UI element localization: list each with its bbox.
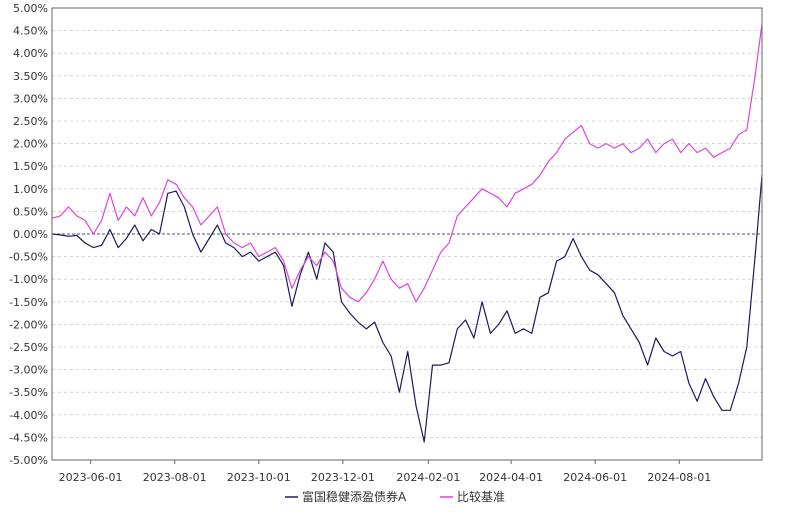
- fund-series-line: [51, 175, 763, 443]
- y-tick-label: 3.50%: [13, 70, 48, 83]
- x-tick-label: 2023-08-01: [143, 471, 207, 484]
- y-tick-label: 4.50%: [13, 25, 48, 38]
- x-tick-label: 2024-04-01: [479, 471, 543, 484]
- grid-lines: [52, 7, 762, 461]
- y-tick-label: 0.50%: [13, 205, 48, 218]
- y-tick-label: 2.00%: [13, 138, 48, 151]
- x-tick-label: 2023-12-01: [311, 471, 375, 484]
- y-tick-label: -2.00%: [9, 318, 48, 331]
- x-tick-label: 2024-08-01: [647, 471, 711, 484]
- x-axis-ticks: 2023-06-01 2023-08-01 2023-10-01 2023-12-01…: [59, 460, 711, 484]
- y-tick-label: 3.00%: [13, 92, 48, 105]
- series-lines: [51, 23, 763, 443]
- y-tick-label: -1.50%: [9, 296, 48, 309]
- x-tick-label: 2024-06-01: [563, 471, 627, 484]
- legend-label-benchmark: 比较基准: [457, 489, 505, 504]
- y-tick-label: -4.50%: [9, 431, 48, 444]
- y-tick-label: 5.00%: [13, 2, 48, 15]
- y-tick-label: -0.50%: [9, 251, 48, 264]
- y-tick-label: -2.50%: [9, 341, 48, 354]
- legend-label-fund: 富国稳健添盈债券A: [302, 489, 407, 504]
- y-tick-label: 1.50%: [13, 160, 48, 173]
- benchmark-series-line: [51, 23, 763, 303]
- x-tick-label: 2024-02-01: [396, 471, 460, 484]
- y-tick-label: 1.00%: [13, 183, 48, 196]
- y-axis-ticks: 5.00% 4.50% 4.00% 3.50% 3.00% 2.50% 2.00% 1.50%…: [9, 2, 48, 467]
- x-tick-label: 2023-10-01: [227, 471, 291, 484]
- y-tick-label: 4.00%: [13, 47, 48, 60]
- y-tick-label: -1.00%: [9, 273, 48, 286]
- y-tick-label: 2.50%: [13, 115, 48, 128]
- y-tick-label: -3.00%: [9, 364, 48, 377]
- legend: 富国稳健添盈债券A 比较基准: [285, 489, 505, 504]
- y-tick-label: 0.00%: [13, 228, 48, 241]
- y-tick-label: -4.00%: [9, 409, 48, 422]
- plot-frame: [51, 7, 763, 461]
- x-tick-label: 2023-06-01: [59, 471, 123, 484]
- y-tick-label: -5.00%: [9, 454, 48, 467]
- y-tick-label: -3.50%: [9, 386, 48, 399]
